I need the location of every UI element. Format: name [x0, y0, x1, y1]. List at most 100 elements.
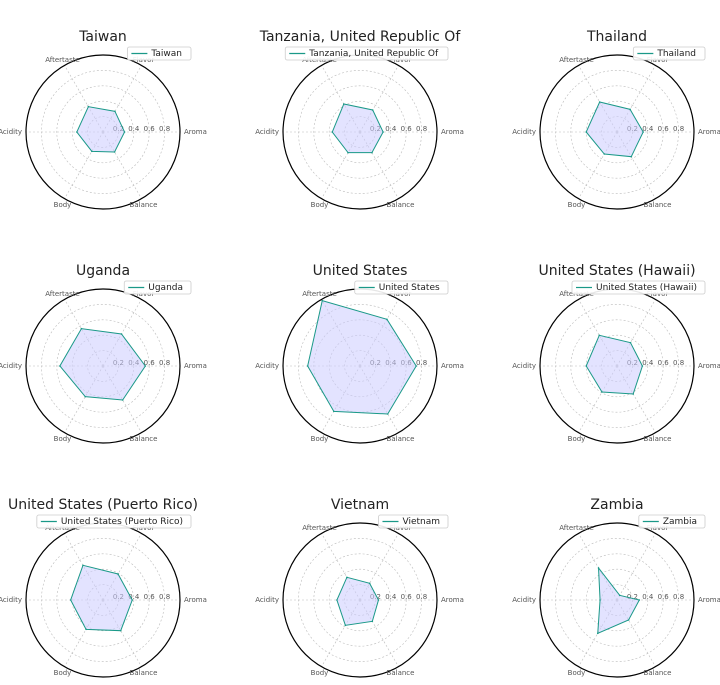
- radial-tick-label: 0.4: [642, 125, 654, 133]
- data-point: [123, 131, 126, 133]
- legend-label: United States: [379, 283, 440, 293]
- legend-label: United States (Puerto Rico): [61, 517, 183, 527]
- radial-tick-label: 0.6: [658, 125, 670, 133]
- legend-label: Taiwan: [150, 49, 182, 59]
- category-label: Acidity: [512, 596, 536, 604]
- data-point: [114, 110, 116, 113]
- data-series-area: [76, 106, 126, 153]
- category-label: Body: [54, 435, 72, 443]
- category-label: Balance: [130, 435, 158, 443]
- chart-title: Taiwan: [78, 29, 127, 45]
- category-label: Aroma: [698, 362, 720, 370]
- polar-frame: [539, 522, 695, 678]
- data-point: [601, 391, 603, 393]
- radial-tick-label: 0.6: [658, 593, 670, 601]
- category-label: Acidity: [512, 362, 536, 370]
- data-series-area: [307, 300, 417, 415]
- data-point: [76, 131, 78, 133]
- category-label: Acidity: [0, 362, 22, 370]
- data-point: [603, 153, 606, 155]
- data-series-area: [336, 576, 380, 626]
- grid-ring: [56, 85, 150, 179]
- radial-tick-label: 0.8: [673, 593, 684, 601]
- data-point: [598, 101, 601, 103]
- category-label: Aftertaste: [302, 524, 337, 532]
- grid-ring: [328, 568, 392, 632]
- category-label: Body: [311, 669, 329, 677]
- data-series-area: [597, 566, 641, 635]
- category-label: Balance: [387, 669, 415, 677]
- data-series-area: [59, 328, 146, 401]
- data-series-area: [585, 334, 643, 395]
- data-point: [629, 108, 631, 111]
- radial-tick-label: 0.8: [416, 593, 427, 601]
- radial-tick-label: 0.8: [416, 125, 427, 133]
- category-label: Aroma: [698, 596, 720, 604]
- chart-title: United States (Hawaii): [538, 263, 695, 279]
- data-series-area: [70, 564, 133, 632]
- data-point: [120, 333, 123, 335]
- radar-chart: Vietnam0.20.40.60.8AromaFlavorAftertaste…: [255, 497, 464, 678]
- data-point: [80, 327, 83, 330]
- data-point: [59, 365, 61, 367]
- radar-chart: Zambia0.20.40.60.8AromaFlavorAftertasteA…: [512, 497, 720, 678]
- legend: United States: [354, 280, 449, 295]
- data-point: [306, 365, 309, 367]
- category-label: Acidity: [512, 128, 536, 136]
- data-point: [331, 131, 334, 133]
- data-point: [113, 151, 116, 153]
- data-point: [630, 155, 633, 158]
- data-point: [85, 628, 87, 631]
- legend-box: [638, 514, 706, 529]
- chart-title: Thailand: [586, 29, 647, 45]
- category-label: Aftertaste: [559, 524, 594, 532]
- data-point: [599, 599, 601, 601]
- category-label: Acidity: [0, 596, 22, 604]
- data-point: [627, 619, 630, 621]
- data-point: [346, 576, 348, 579]
- radial-tick-label: 0.4: [128, 593, 140, 601]
- grid-ring: [570, 319, 664, 413]
- category-label: Aftertaste: [45, 290, 80, 298]
- data-point: [596, 632, 599, 635]
- radial-tick-label: 0.6: [144, 125, 156, 133]
- data-point: [87, 105, 90, 108]
- data-point: [347, 151, 349, 154]
- radial-tick-label: 0.4: [128, 125, 140, 133]
- radial-tick-label: 0.8: [159, 125, 170, 133]
- legend-box: [126, 46, 192, 61]
- radar-chart: United States (Puerto Rico)0.20.40.60.8A…: [0, 497, 207, 678]
- category-label: Body: [568, 669, 586, 677]
- data-point: [386, 318, 388, 321]
- grid-ring: [570, 553, 664, 647]
- chart-title: Vietnam: [331, 497, 389, 513]
- category-label: Balance: [387, 435, 415, 443]
- legend-box: [36, 514, 192, 529]
- category-label: Acidity: [255, 128, 279, 136]
- polar-frame: [539, 54, 695, 210]
- category-label: Body: [568, 435, 586, 443]
- data-point: [82, 564, 84, 567]
- category-label: Aroma: [184, 128, 207, 136]
- legend: Tanzania, United Republic Of: [284, 46, 449, 61]
- category-label: Acidity: [255, 362, 279, 370]
- data-point: [641, 365, 644, 367]
- grid-ring: [56, 553, 150, 647]
- data-point: [119, 629, 122, 632]
- category-label: Aftertaste: [559, 56, 594, 64]
- category-label: Body: [54, 669, 72, 677]
- polar-frame: [25, 288, 181, 444]
- legend-box: [123, 280, 192, 295]
- legend: United States (Puerto Rico): [36, 514, 192, 529]
- category-label: Body: [311, 201, 329, 209]
- grid-ring: [328, 100, 392, 164]
- data-point: [117, 573, 119, 575]
- data-point: [629, 341, 632, 344]
- legend: Uganda: [123, 280, 192, 295]
- legend-box: [284, 46, 449, 61]
- radar-chart: Taiwan0.20.40.60.8AromaFlavorAftertasteA…: [0, 29, 207, 210]
- data-point: [597, 567, 600, 569]
- radial-tick-label: 0.8: [416, 359, 427, 367]
- radial-tick-label: 0.8: [159, 359, 170, 367]
